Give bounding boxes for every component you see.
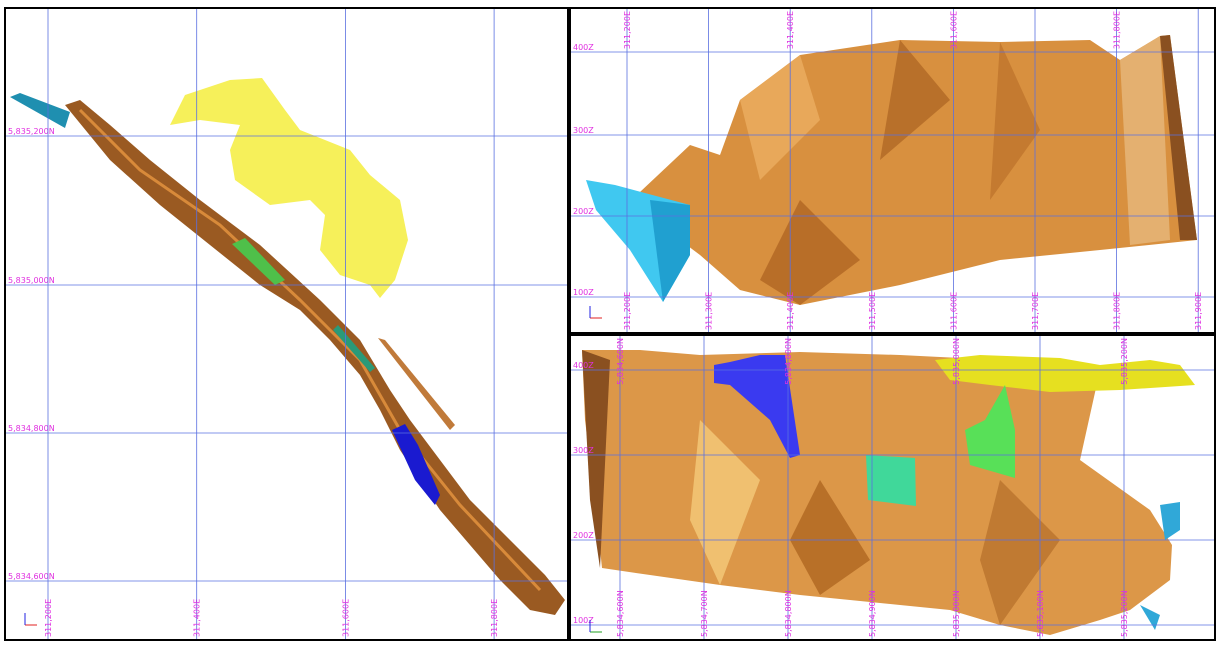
facet	[790, 480, 870, 595]
facet	[1120, 36, 1170, 245]
easting-label: 5,835,100N	[1036, 590, 1045, 637]
facet	[1160, 35, 1197, 240]
easting-label: 311,400E	[193, 599, 202, 637]
easting-label: 5,834,900N	[868, 590, 877, 637]
northing-label: 100Z	[573, 288, 594, 297]
grid: 5,835,200N 5,835,000N 5,834,800N 5,834,600N…	[6, 9, 1214, 639]
easting-label: 311,600E	[949, 292, 958, 330]
facet	[880, 40, 950, 160]
northing-label: 400Z	[573, 43, 594, 52]
easting-label: 311,200E	[623, 292, 632, 330]
easting-label: 5,834,800N	[784, 338, 793, 385]
easting-label: 311,800E	[490, 599, 499, 637]
teal-solid	[866, 455, 916, 506]
easting-label: 5,835,000N	[952, 338, 961, 385]
easting-label: 311,300E	[705, 292, 714, 330]
easting-label: 311,400E	[786, 292, 795, 330]
easting-label: 5,834,700N	[700, 590, 709, 637]
easting-label: 5,834,600N	[616, 590, 625, 637]
facet	[740, 55, 820, 180]
brown-vein	[65, 100, 565, 615]
easting-label: 5,834,800N	[784, 590, 793, 637]
facet	[760, 200, 860, 305]
easting-label: 5,834,600N	[616, 338, 625, 385]
northing-label: 5,834,600N	[8, 572, 55, 581]
northing-label: 200Z	[573, 531, 594, 540]
easting-label: 311,600E	[341, 599, 350, 637]
northing-label: 200Z	[573, 207, 594, 216]
northing-label: 5,835,200N	[8, 127, 55, 136]
easting-label: 5,835,200N	[1120, 590, 1129, 637]
yellow-solid	[170, 78, 408, 298]
easting-label: 311,700E	[1031, 292, 1040, 330]
cyan-solid	[1140, 605, 1160, 630]
vein-edge	[78, 108, 542, 592]
easting-label: 311,400E	[786, 11, 795, 49]
easting-label: 5,835,200N	[1120, 338, 1129, 385]
yellow-solid	[935, 355, 1195, 392]
northing-label: 5,835,000N	[8, 276, 55, 285]
easting-label: 5,835,000N	[952, 590, 961, 637]
easting-label: 311,500E	[868, 292, 877, 330]
models	[10, 35, 1197, 635]
northing-label: 5,834,800N	[8, 424, 55, 433]
facet	[990, 42, 1040, 200]
blue-solid	[714, 355, 800, 458]
cyan-solid	[1160, 502, 1180, 540]
panel-borders	[4, 7, 1216, 641]
easting-label: 311,800E	[1113, 11, 1122, 49]
facet	[582, 350, 610, 568]
facet	[980, 480, 1060, 625]
cyan-facet	[650, 200, 690, 302]
facet	[690, 420, 760, 585]
easting-label: 311,200E	[44, 599, 53, 637]
northing-label: 400Z	[573, 361, 594, 370]
green-solid	[232, 238, 285, 285]
easting-label: 311,800E	[1113, 292, 1122, 330]
brown-solid	[378, 338, 455, 430]
northing-label: 300Z	[573, 446, 594, 455]
teal-solid	[333, 325, 375, 372]
easting-label: 311,900E	[1194, 292, 1203, 330]
cyan-solid	[10, 93, 70, 128]
easting-label: 311,200E	[623, 11, 632, 49]
blue-solid	[392, 424, 440, 505]
easting-label: 311,600E	[949, 11, 958, 49]
northing-label: 300Z	[573, 126, 594, 135]
northing-label: 100Z	[573, 616, 594, 625]
axis-triads	[24, 306, 602, 633]
